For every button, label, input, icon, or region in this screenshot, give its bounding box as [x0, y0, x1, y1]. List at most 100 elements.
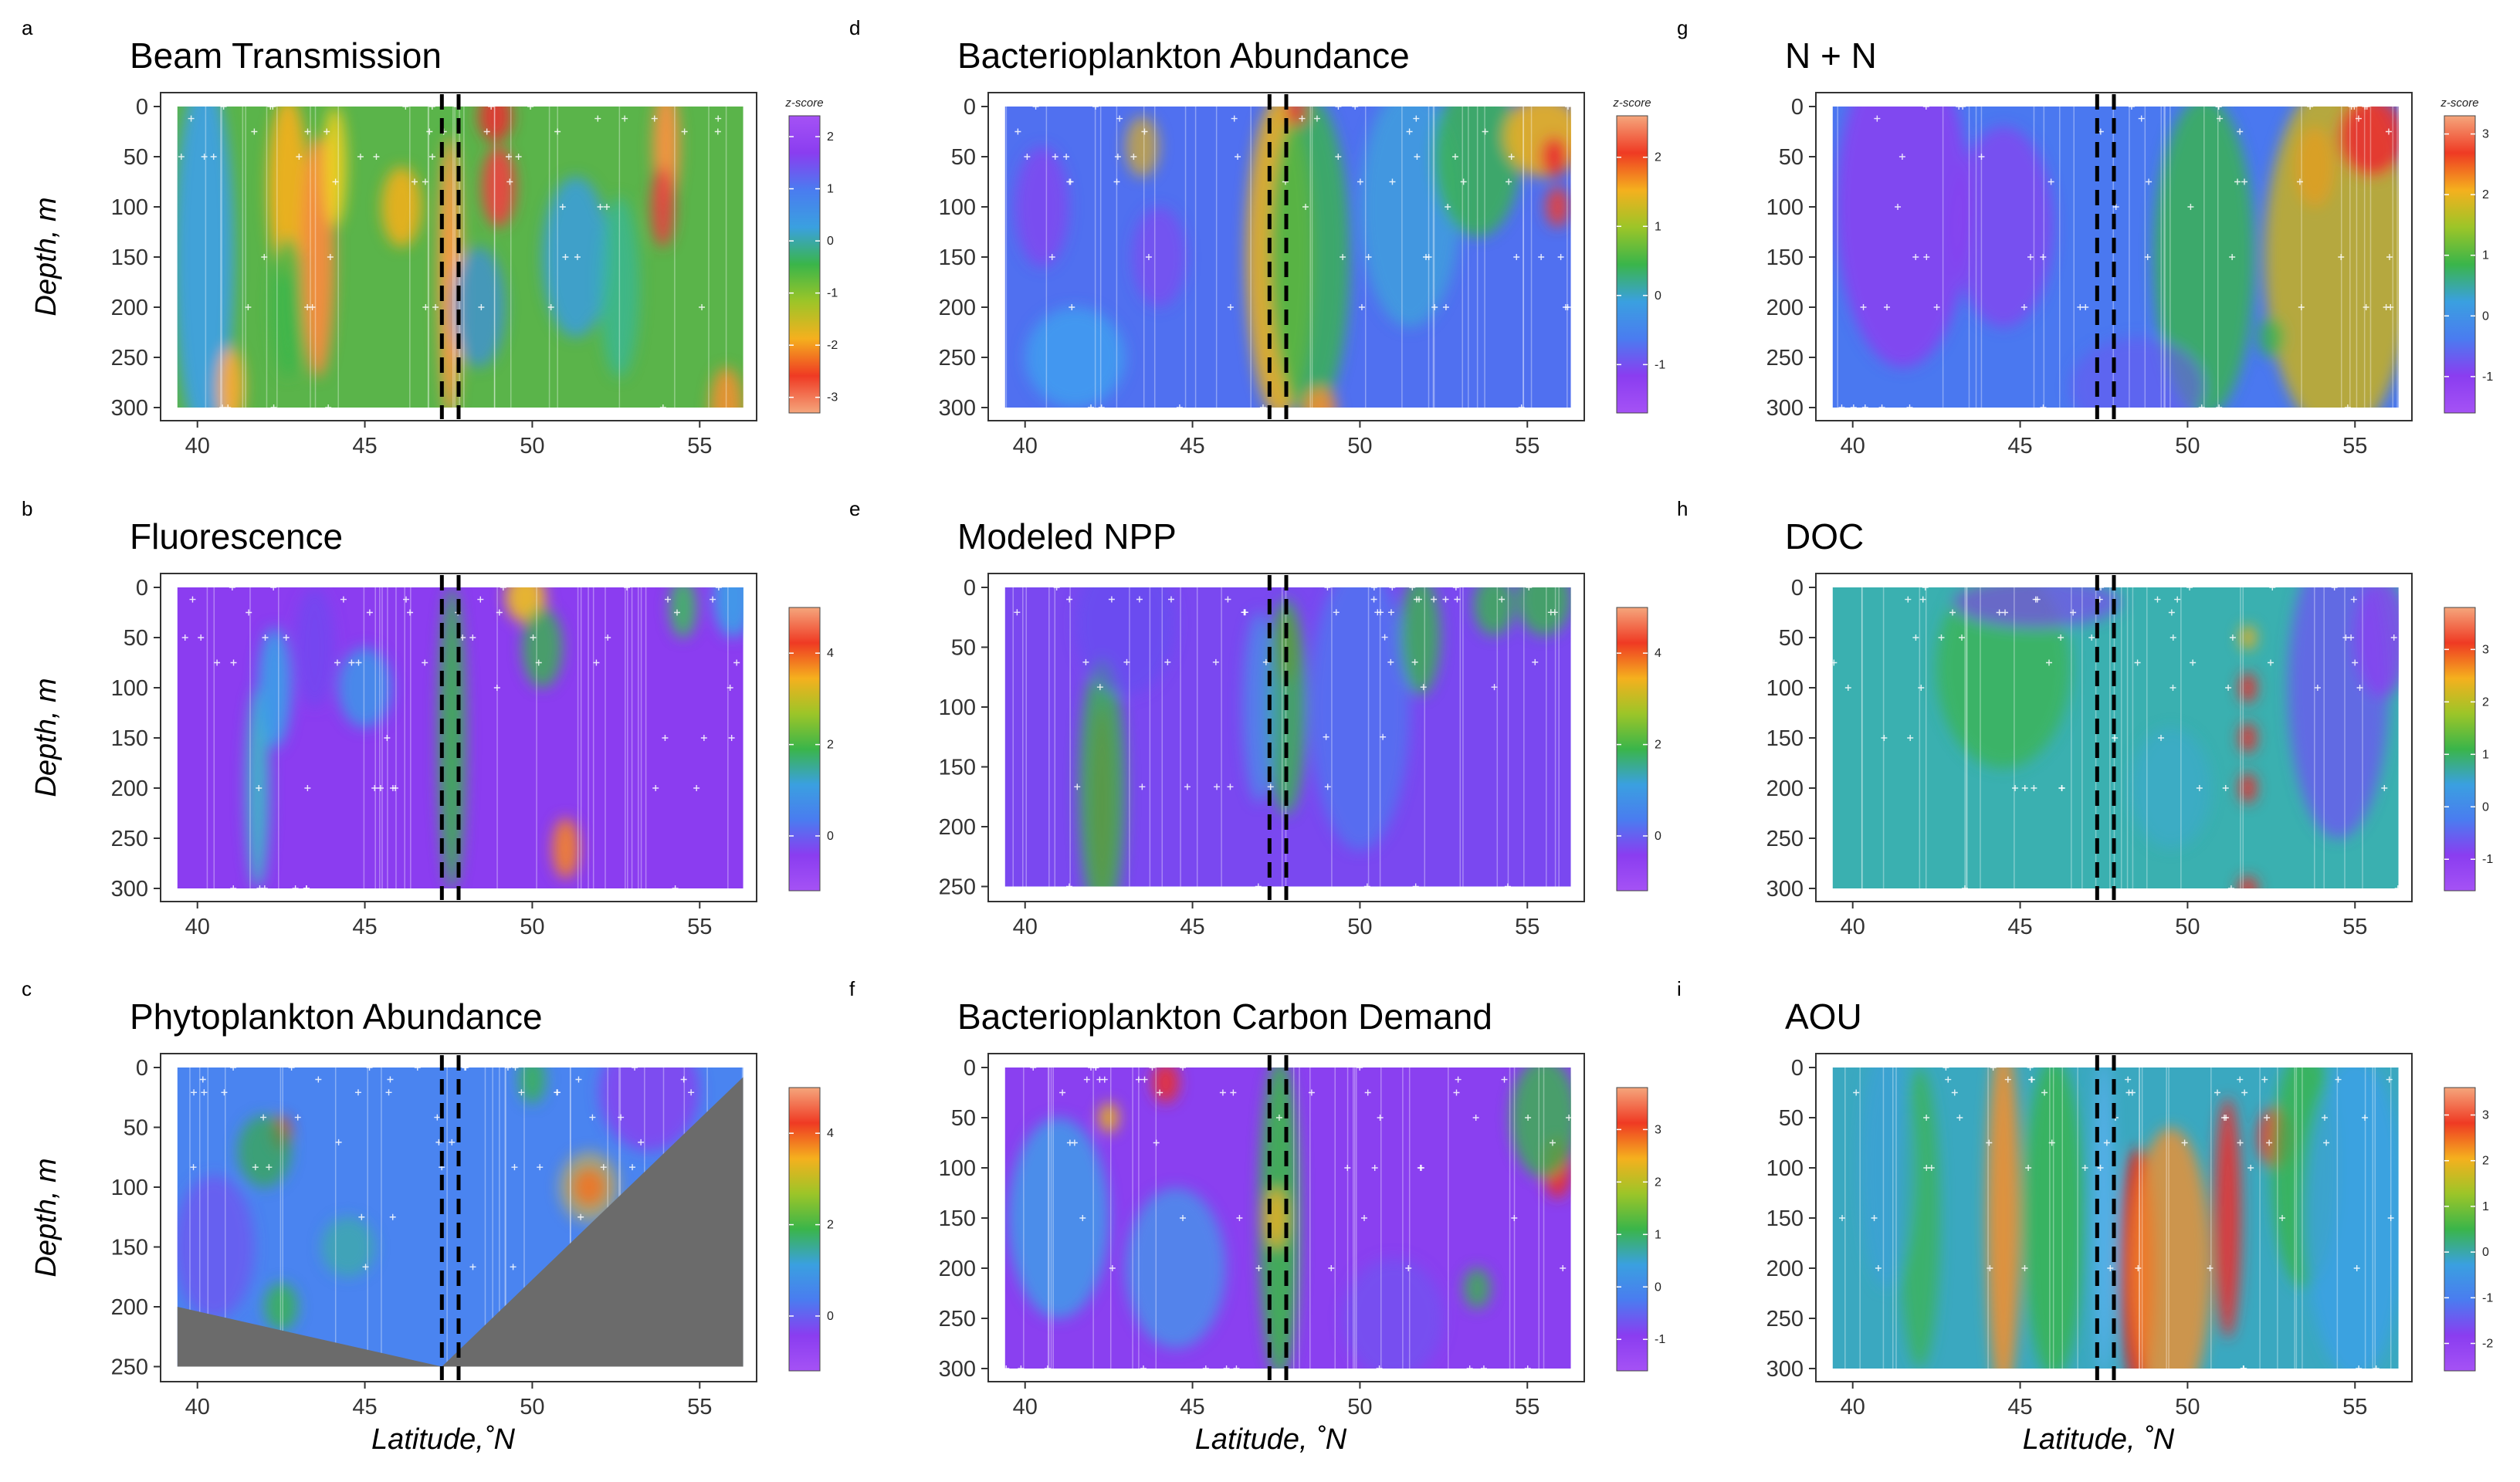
sample-marker [1431, 304, 1438, 310]
y-tick-label: 250 [939, 346, 976, 370]
heatmap-blob [1269, 107, 1350, 408]
sample-marker [1360, 1215, 1367, 1221]
sample-marker [2386, 1076, 2393, 1083]
y-tick-label: 150 [111, 245, 148, 270]
sample-marker [1066, 1139, 1073, 1146]
sample-marker [1513, 254, 1520, 260]
sample-marker [1030, 1068, 1037, 1071]
sample-marker [1874, 115, 1881, 122]
sample-marker [262, 634, 269, 641]
sample-marker [506, 154, 513, 160]
y-tick-label: 100 [111, 195, 148, 220]
sample-marker [2247, 1165, 2254, 1171]
sample-marker [1990, 1068, 1997, 1071]
sample-marker [2041, 1089, 2048, 1096]
x-tick-label: 40 [1013, 915, 1038, 939]
sample-marker [429, 154, 436, 160]
sample-marker [2198, 404, 2205, 408]
y-tick-label: 50 [124, 145, 148, 170]
sample-marker [449, 1139, 456, 1145]
colorbar-tick-label: -1 [827, 287, 838, 300]
sample-marker [2187, 204, 2194, 210]
sample-marker [1153, 1139, 1160, 1146]
sample-marker [1875, 1265, 1882, 1271]
y-tick-label: 0 [964, 1056, 976, 1081]
sample-marker [1538, 254, 1545, 260]
sample-marker [2279, 1215, 2286, 1221]
sample-marker [269, 107, 276, 110]
panel-letter: c [22, 977, 32, 1000]
sample-marker [1335, 107, 1342, 110]
heatmap-blob [2130, 728, 2211, 848]
colorbar-tick-label: -1 [1655, 358, 1665, 371]
y-tick-label: 150 [111, 1236, 148, 1260]
heatmap-blob [257, 628, 292, 748]
sample-marker [1861, 404, 1868, 408]
sample-marker [512, 1068, 519, 1071]
sample-marker [190, 1164, 197, 1171]
sample-marker [1506, 178, 1512, 185]
heatmap-blob [519, 1068, 546, 1104]
sample-marker [1074, 783, 1081, 790]
sample-marker [1344, 1165, 1351, 1171]
sample-marker [1179, 1215, 1186, 1221]
sample-marker [1850, 404, 1857, 408]
heatmap-blob [177, 1175, 255, 1319]
sample-marker [2214, 1089, 2221, 1096]
sample-marker [2344, 404, 2351, 408]
x-tick-label: 50 [1347, 1395, 1372, 1419]
sample-marker [2222, 785, 2229, 791]
x-tick-label: 55 [687, 915, 712, 939]
sample-marker [1214, 783, 1221, 790]
sample-marker [1098, 404, 1105, 408]
sample-marker [340, 596, 347, 603]
sample-marker [402, 107, 409, 110]
sample-marker [2112, 735, 2119, 741]
sample-marker [2241, 1089, 2248, 1096]
heatmap-blob [599, 1068, 700, 1152]
sample-marker [304, 304, 311, 310]
x-tick-label: 45 [2007, 434, 2032, 458]
sample-marker [2128, 107, 2135, 110]
sample-marker [1167, 596, 1174, 603]
panel-title: DOC [1785, 516, 1864, 557]
sample-marker [2135, 1265, 2142, 1271]
sample-marker [296, 154, 303, 160]
sample-marker [1324, 783, 1331, 790]
colorbar-tick-label: 1 [2482, 748, 2489, 761]
sample-marker [1884, 304, 1891, 310]
sample-marker [1454, 596, 1461, 603]
sample-marker [2321, 1115, 2328, 1121]
sample-marker [1420, 684, 1427, 691]
sample-marker [1565, 107, 1571, 110]
sample-marker [681, 128, 688, 135]
y-tick-label: 150 [111, 726, 148, 751]
sample-marker [1945, 1076, 1952, 1083]
sample-marker [2269, 587, 2276, 590]
heatmap-blob [321, 1216, 375, 1277]
sample-marker [1949, 609, 1956, 616]
sample-marker [1460, 178, 1467, 185]
sample-marker [387, 1076, 394, 1083]
sample-marker [188, 115, 195, 122]
sample-marker [578, 1213, 584, 1220]
heatmap-blob [669, 587, 696, 638]
sample-marker [1082, 658, 1089, 665]
sample-marker [1466, 1365, 1473, 1369]
sample-marker [422, 304, 429, 310]
sample-marker [1389, 587, 1396, 590]
colorbar-tick-label: 0 [827, 235, 834, 248]
colorbar [788, 115, 821, 414]
sample-marker [2296, 178, 2303, 185]
sample-marker [2028, 1076, 2035, 1083]
sample-marker [1096, 1076, 1103, 1083]
sample-marker [733, 659, 740, 666]
sample-marker [2217, 115, 2224, 122]
sample-marker [2196, 785, 2203, 791]
sample-marker [1365, 254, 1372, 260]
sample-marker [315, 1076, 322, 1083]
colorbar-tick-label: 0 [827, 1310, 834, 1323]
panel-title: Modeled NPP [957, 516, 1177, 557]
sample-marker [1387, 658, 1394, 665]
sample-marker [1442, 596, 1449, 603]
